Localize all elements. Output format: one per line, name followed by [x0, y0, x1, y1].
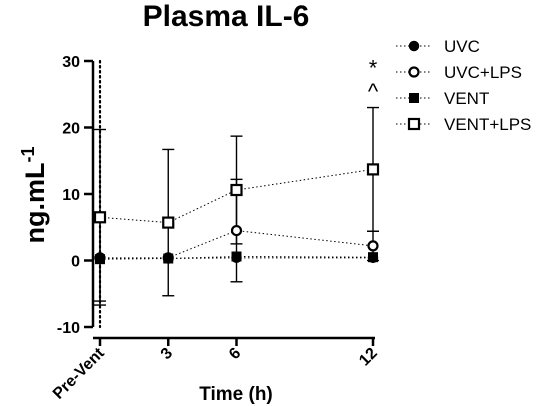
data-point — [367, 240, 379, 252]
legend-marker — [407, 117, 421, 131]
y-tick-label: 30 — [62, 54, 80, 71]
significance-marker: * — [369, 56, 378, 81]
x-tick-label: 6 — [226, 345, 244, 363]
chart-title: Plasma IL-6 — [143, 0, 310, 33]
legend-label: VENT+LPS — [444, 115, 531, 134]
series-line — [99, 168, 374, 224]
data-point — [230, 224, 243, 237]
legend-label: VENT — [444, 89, 489, 108]
legend: UVC UVC+LPS VENT VENT+LPS — [396, 37, 531, 134]
data-point — [162, 216, 175, 229]
series-line — [100, 257, 373, 260]
x-axis-label: Time (h) — [199, 384, 273, 405]
x-tick-label: Pre-Vent — [50, 344, 108, 402]
data-point — [93, 211, 107, 224]
significance-marker: ^ — [368, 79, 379, 104]
data-point — [230, 183, 243, 197]
data-point — [95, 254, 105, 265]
data-point — [163, 253, 174, 264]
y-tick-label: 0 — [71, 254, 80, 271]
legend-marker — [408, 40, 420, 52]
legend-marker — [409, 93, 419, 103]
y-tick-label: 10 — [62, 187, 80, 204]
series-line — [100, 230, 374, 259]
y-axis-label: ng.mL-1 — [18, 146, 50, 243]
series-line — [99, 256, 374, 260]
plot-area: 30 20 10 0 -10 Pre-Vent 3 6 12 *^ — [50, 54, 381, 403]
y-axis-label-main: ng.mL — [20, 163, 50, 244]
data-point — [231, 251, 242, 262]
data-point — [368, 252, 378, 263]
legend-label: UVC+LPS — [444, 63, 522, 82]
legend-label: UVC — [444, 37, 480, 56]
legend-marker — [408, 66, 420, 78]
y-tick-label: 20 — [62, 121, 80, 138]
data-point — [366, 163, 380, 176]
x-tick-label: 12 — [356, 345, 381, 370]
x-tick-label: 3 — [158, 345, 176, 363]
y-tick-label: -10 — [57, 320, 80, 337]
y-axis-label-superscript: -1 — [18, 146, 38, 162]
